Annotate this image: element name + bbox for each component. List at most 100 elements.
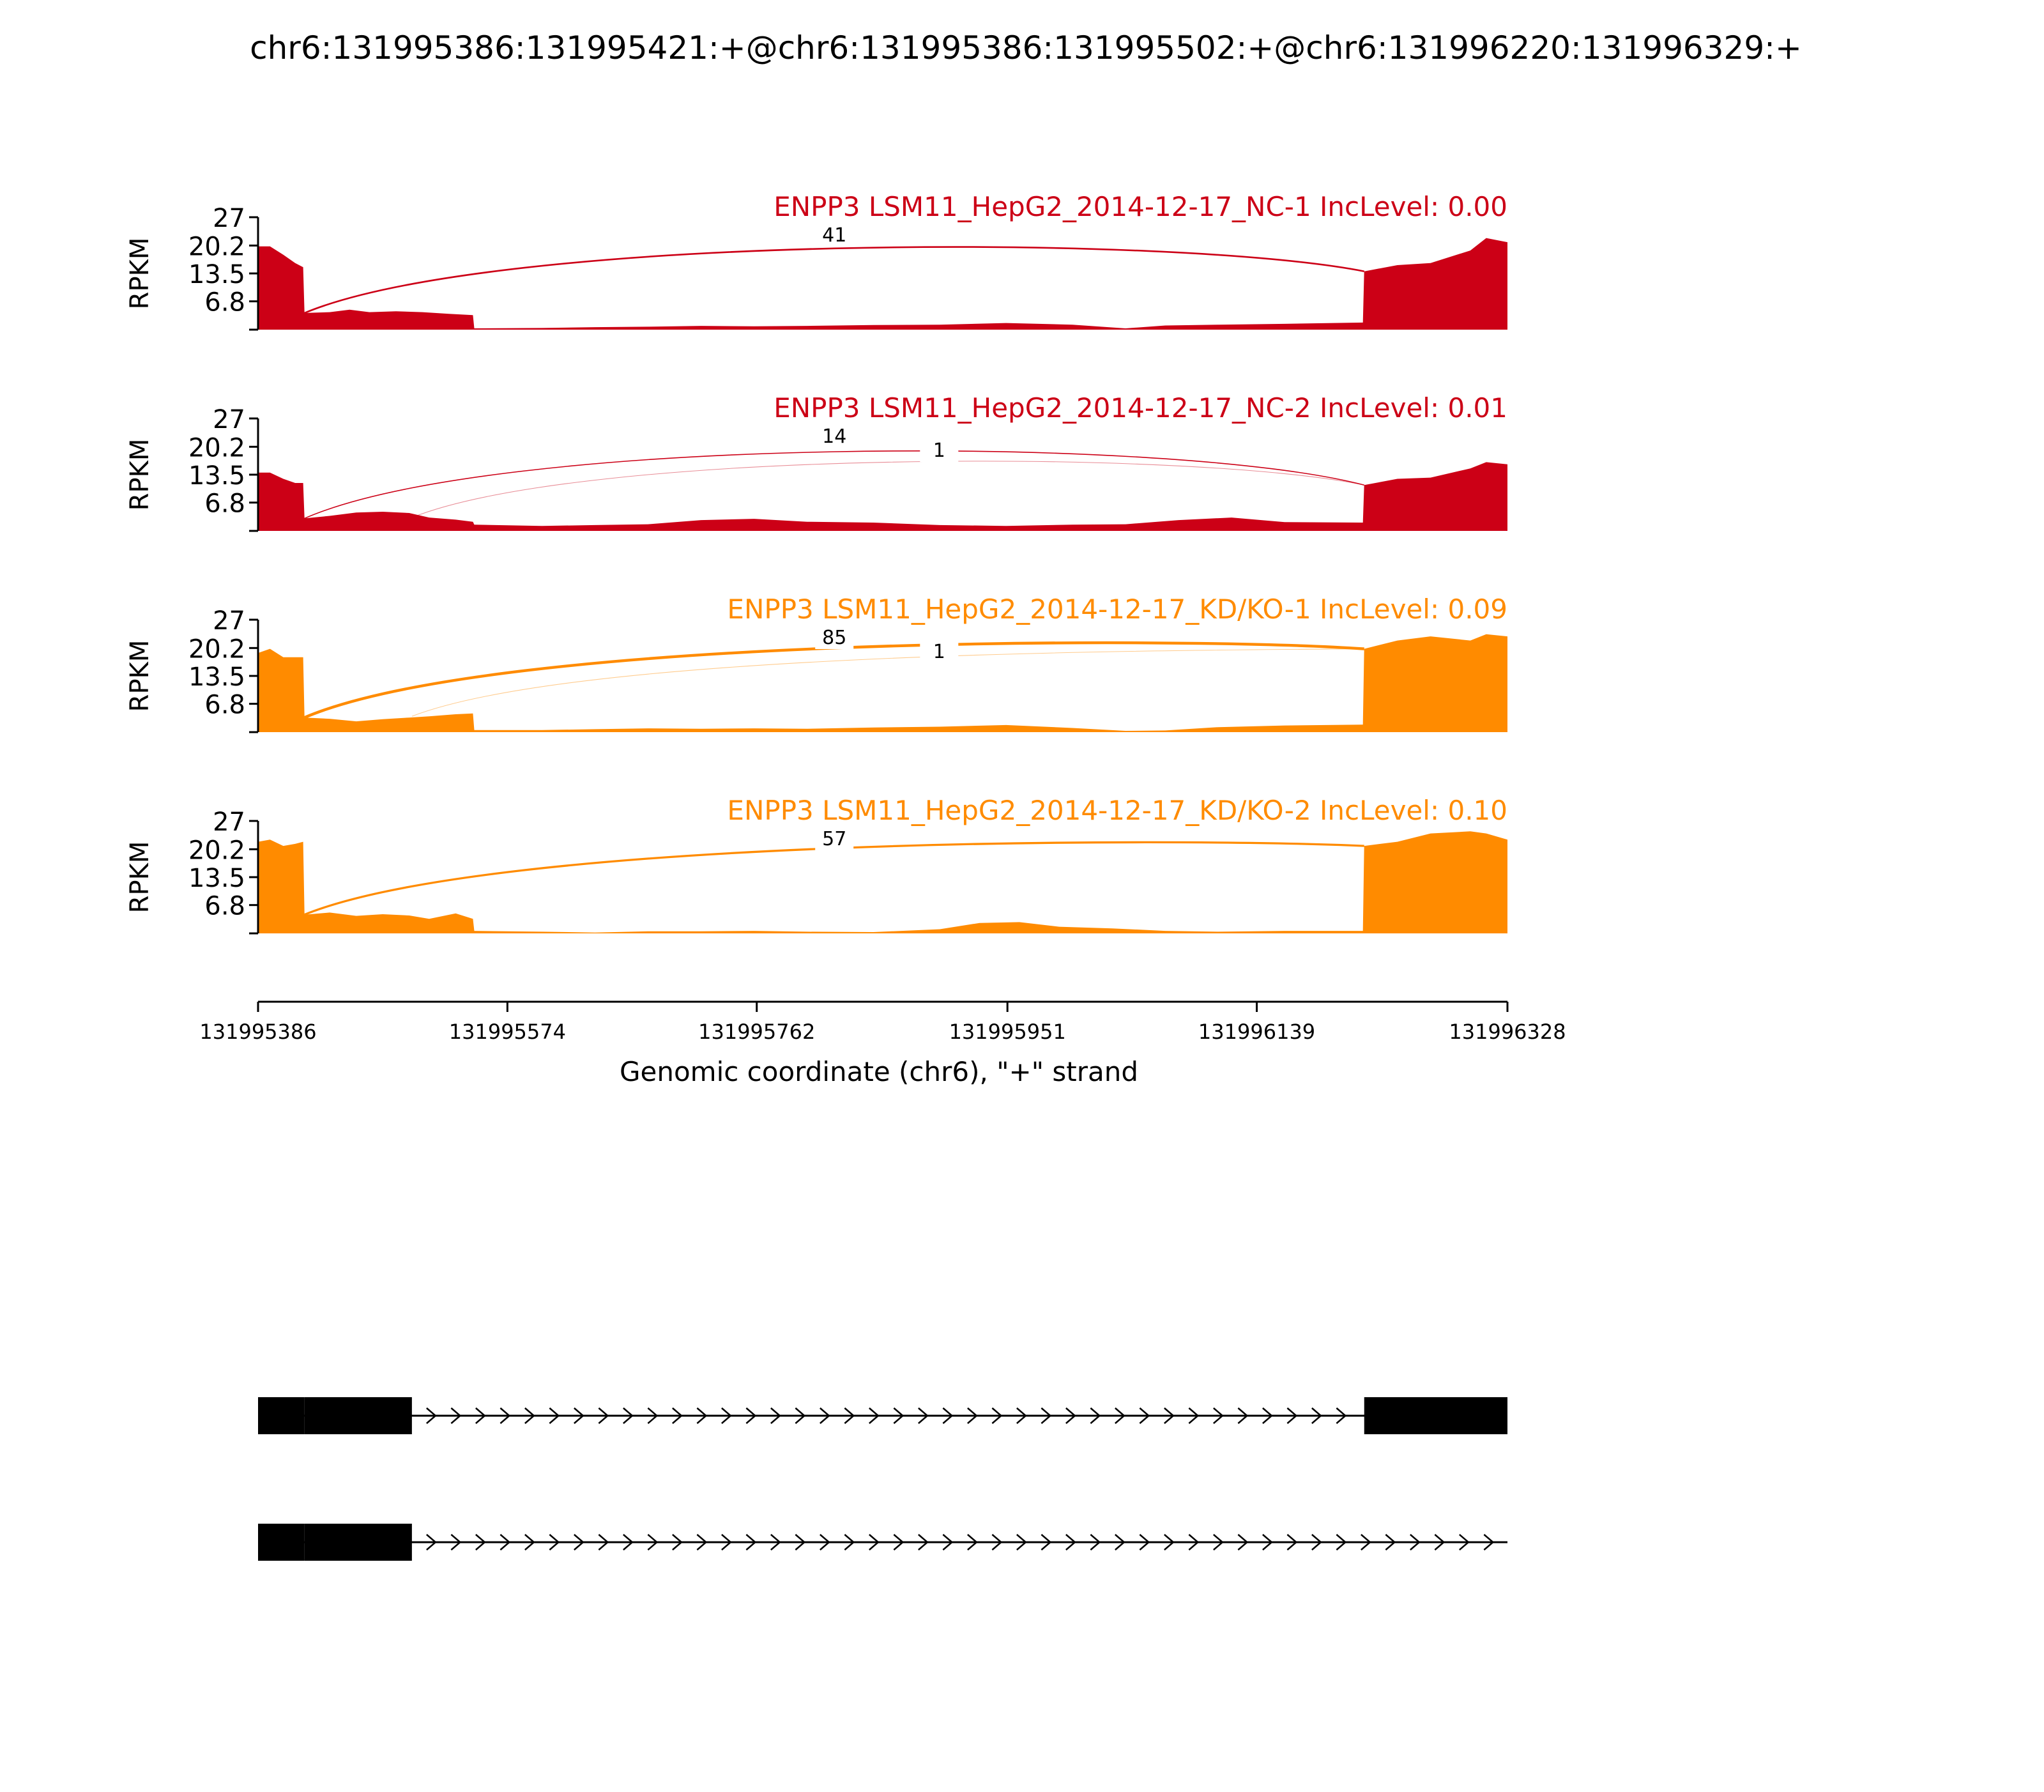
strand-arrow (1016, 1534, 1027, 1551)
y-axis-label: RPKM (125, 640, 155, 712)
strand-arrow (1410, 1534, 1421, 1551)
strand-arrow (696, 1407, 708, 1424)
series-label: ENPP3 LSM11_HepG2_2014-12-17_NC-1 IncLev… (774, 191, 1507, 222)
strand-arrow (1016, 1407, 1027, 1424)
junction-arc (411, 461, 1364, 518)
strand-arrow (549, 1534, 560, 1551)
y-tick-label: 13.5 (188, 260, 245, 289)
strand-arrow (574, 1407, 584, 1424)
strand-arrow (524, 1407, 535, 1424)
strand-arrow (623, 1534, 634, 1551)
exon-block (258, 1397, 305, 1434)
strand-arrow (1311, 1534, 1322, 1551)
strand-arrow (500, 1534, 511, 1551)
strand-arrow (721, 1407, 732, 1424)
junction-count-box (920, 641, 959, 663)
strand-arrow (1139, 1534, 1150, 1551)
y-tick-label: 6.8 (204, 489, 245, 519)
junction-count: 57 (822, 828, 846, 850)
strand-arrow (1115, 1534, 1125, 1551)
x-tick-label: 131996328 (1449, 1020, 1566, 1044)
junction-count-box (815, 225, 854, 247)
strand-arrow (1188, 1407, 1200, 1424)
strand-arrow (1213, 1534, 1224, 1551)
strand-arrow (1041, 1407, 1052, 1424)
junction-count-box (815, 829, 854, 850)
junction-count-box (815, 627, 854, 649)
junction-count: 14 (822, 425, 846, 448)
transcript-model (258, 1524, 1507, 1561)
y-axis-label: RPKM (125, 238, 155, 310)
strand-arrow (475, 1407, 486, 1424)
strand-arrow (844, 1534, 855, 1551)
series-label: ENPP3 LSM11_HepG2_2014-12-17_KD/KO-1 Inc… (727, 594, 1507, 625)
coverage-area (258, 462, 1507, 531)
y-tick-label: 27 (213, 606, 245, 636)
y-tick-label: 20.2 (188, 232, 245, 261)
strand-arrow (598, 1407, 609, 1424)
strand-arrow (869, 1534, 880, 1551)
junction-arc (304, 841, 1364, 916)
exon-block (304, 1524, 412, 1561)
y-tick-label: 13.5 (188, 864, 245, 893)
exon-block (1364, 1397, 1507, 1434)
strand-arrow (918, 1407, 929, 1424)
y-tick-label: 6.8 (204, 691, 245, 720)
strand-arrow (1286, 1534, 1298, 1551)
strand-arrow (450, 1534, 462, 1551)
strand-arrow (1164, 1407, 1175, 1424)
chart-title: chr6:131995386:131995421:+@chr6:13199538… (250, 29, 1802, 66)
strand-arrow (672, 1407, 683, 1424)
strand-arrow (991, 1534, 1003, 1551)
strand-arrow (795, 1534, 806, 1551)
strand-arrow (623, 1407, 634, 1424)
junction-count: 85 (822, 627, 846, 649)
series-label: ENPP3 LSM11_HepG2_2014-12-17_NC-2 IncLev… (774, 392, 1507, 424)
strand-arrow (745, 1534, 757, 1551)
strand-arrow (1041, 1534, 1052, 1551)
strand-arrow (598, 1534, 609, 1551)
strand-arrow (1286, 1407, 1298, 1424)
strand-arrow (745, 1407, 757, 1424)
x-tick-label: 131995386 (199, 1020, 316, 1044)
strand-arrow (942, 1534, 954, 1551)
strand-arrow (450, 1407, 462, 1424)
strand-arrow (500, 1407, 511, 1424)
strand-arrow (942, 1407, 954, 1424)
strand-arrow (1065, 1534, 1076, 1551)
y-tick-label: 27 (213, 808, 245, 837)
x-tick-label: 131995762 (698, 1020, 815, 1044)
strand-arrow (426, 1534, 437, 1551)
strand-arrow (1237, 1534, 1249, 1551)
strand-arrow (1385, 1534, 1396, 1551)
junction-arc (303, 641, 1364, 719)
strand-arrow (1188, 1534, 1200, 1551)
x-tick-label: 131996139 (1198, 1020, 1315, 1044)
strand-arrow (1262, 1407, 1273, 1424)
strand-arrow (869, 1407, 880, 1424)
strand-arrow (893, 1534, 904, 1551)
strand-arrow (647, 1407, 659, 1424)
junction-count: 1 (933, 440, 945, 462)
junction-count: 1 (933, 641, 945, 663)
strand-arrow (1262, 1534, 1273, 1551)
transcript-models (258, 1397, 1507, 1561)
strand-arrow (1065, 1407, 1076, 1424)
junction-count: 41 (822, 224, 846, 247)
strand-arrow (967, 1407, 978, 1424)
strand-arrow (795, 1407, 806, 1424)
y-tick-label: 6.8 (204, 892, 245, 921)
junction-arc (304, 450, 1364, 519)
x-axis-label: Genomic coordinate (chr6), "+" strand (620, 1056, 1138, 1087)
y-tick-label: 6.8 (204, 288, 245, 318)
strand-arrow (672, 1534, 683, 1551)
junction-count-box (920, 440, 959, 462)
x-tick-label: 131995951 (949, 1020, 1066, 1044)
